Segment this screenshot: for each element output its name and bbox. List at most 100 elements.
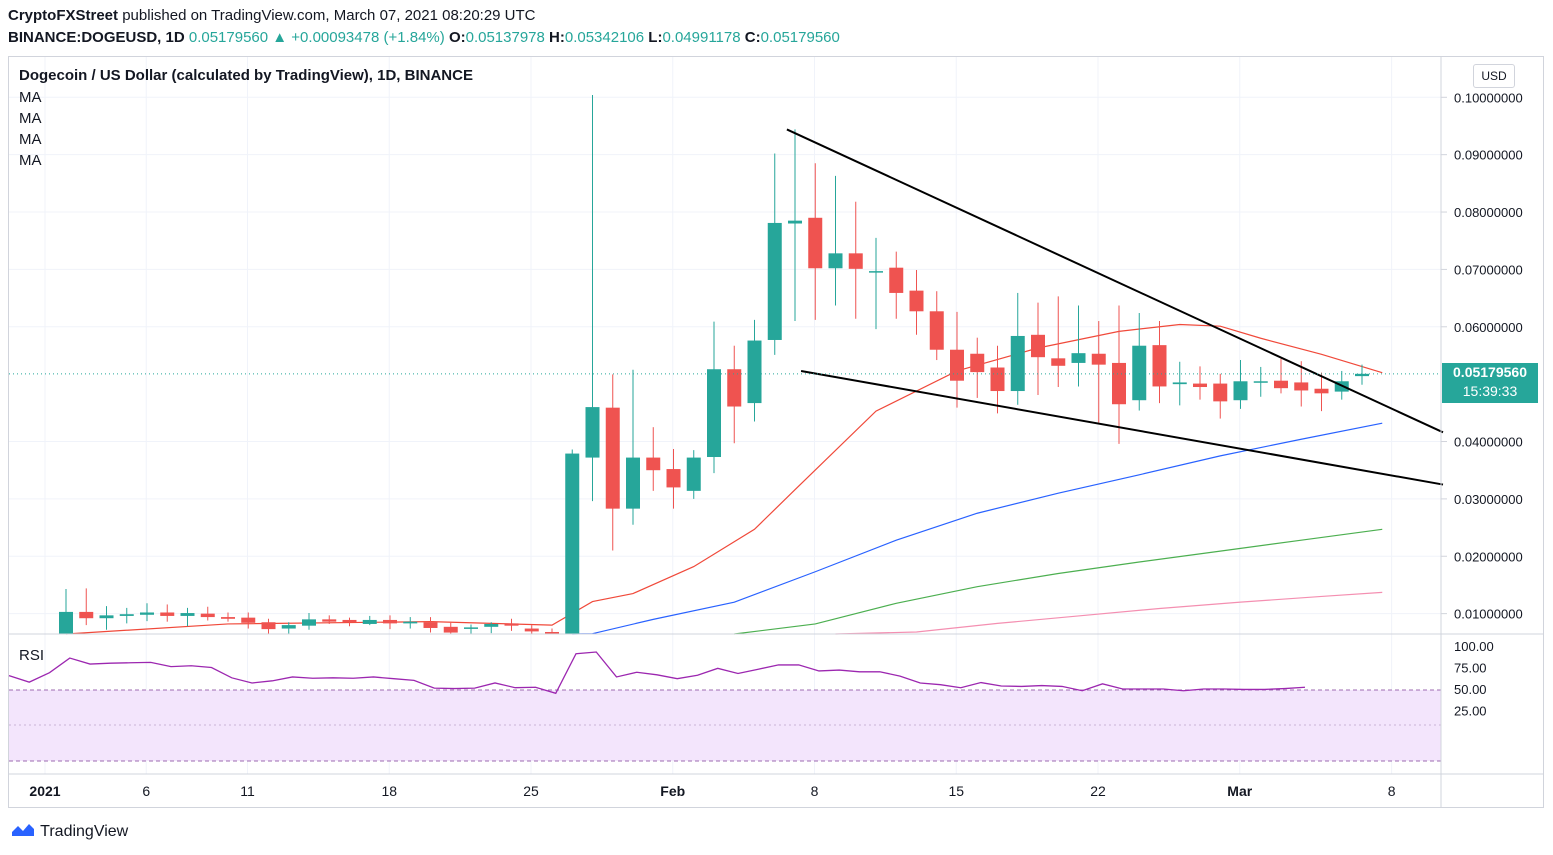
price-tick-label: 0.08000000: [1454, 205, 1523, 220]
author-name[interactable]: CryptoFXStreet: [8, 7, 119, 24]
candle: [1233, 360, 1248, 409]
candle: [646, 427, 661, 491]
ma-indicator-1[interactable]: MA: [19, 89, 42, 106]
candle: [1294, 361, 1309, 407]
ma-indicator-4[interactable]: MA: [19, 152, 42, 169]
candle-body: [990, 367, 1005, 392]
candle: [504, 618, 519, 631]
trendlines: [786, 128, 1444, 486]
time-tick-label: Mar: [1227, 783, 1252, 799]
last-price: 0.05179560: [188, 29, 269, 46]
candle-body: [342, 619, 357, 623]
price-tag-value: 0.05179560: [1453, 364, 1527, 380]
candle: [1112, 305, 1126, 444]
time-tick-label: 11: [240, 783, 255, 799]
candle-body: [747, 340, 762, 404]
candle-body: [443, 626, 458, 633]
candle: [666, 448, 681, 509]
time-axis: 2021 6 11 18 25 Feb 8 15 22 Mar 8: [29, 783, 1395, 799]
candle: [160, 604, 175, 622]
candle: [828, 175, 843, 306]
candle: [626, 369, 640, 525]
price-tick-label: 0.09000000: [1454, 148, 1523, 163]
ma-indicator-3[interactable]: MA: [19, 131, 42, 148]
moving-average-line-ma200: [835, 591, 1383, 635]
moving-average-line-ma100: [734, 528, 1383, 635]
low-label: L:: [648, 29, 663, 46]
candle: [686, 450, 701, 499]
ma-indicator-2[interactable]: MA: [19, 110, 42, 127]
candle: [909, 269, 924, 335]
candle: [929, 291, 944, 361]
candle: [707, 321, 721, 474]
rsi-line-group: [8, 651, 1306, 695]
candle: [464, 624, 478, 634]
candle-body: [1314, 388, 1329, 394]
candle: [1051, 296, 1066, 388]
candle: [221, 612, 235, 622]
candle: [767, 153, 782, 355]
candle: [605, 374, 620, 551]
tradingview-logo[interactable]: TradingView: [10, 820, 128, 841]
candle-body: [1253, 381, 1268, 383]
candle-body: [686, 457, 701, 491]
candle-body: [1152, 345, 1167, 387]
candle-body: [241, 617, 256, 623]
candle: [545, 628, 559, 634]
price-tick-label: 0.02000000: [1454, 549, 1523, 564]
currency-button[interactable]: USD: [1473, 64, 1515, 88]
candle: [1193, 366, 1207, 400]
candle-body: [1132, 345, 1147, 401]
candle: [990, 345, 1005, 414]
candle: [79, 588, 94, 626]
candle: [889, 251, 904, 319]
candle-body: [585, 407, 600, 458]
candle-body: [1031, 334, 1045, 358]
candle-body: [261, 622, 276, 630]
candle-body: [646, 457, 661, 471]
candle: [747, 319, 762, 422]
candle-body: [1051, 358, 1066, 366]
candle-body: [666, 469, 681, 488]
moving-averages: [65, 323, 1383, 635]
candle: [524, 625, 539, 634]
candle-body: [909, 290, 924, 312]
time-tick-label: 2021: [29, 783, 60, 799]
candle-body: [848, 253, 863, 269]
rsi-tick-label: 50.00: [1454, 682, 1487, 697]
candle: [322, 615, 337, 624]
candle: [1091, 321, 1106, 423]
candle-body: [605, 407, 620, 509]
candle: [140, 603, 154, 622]
candle-body: [545, 631, 559, 634]
time-tick-label: 22: [1090, 783, 1106, 799]
candle-body: [180, 613, 195, 616]
price-change: ▲ +0.00093478 (+1.84%): [272, 29, 445, 46]
candle-body: [626, 457, 640, 509]
candle: [261, 618, 276, 634]
candle-body: [889, 267, 904, 293]
candle-body: [1274, 380, 1288, 389]
time-tick-label: 6: [142, 783, 150, 799]
moving-average-line-ma20: [65, 323, 1383, 635]
candle-body: [1071, 353, 1086, 363]
candle: [1071, 305, 1086, 387]
candle-body: [281, 625, 296, 629]
candle: [970, 337, 985, 398]
candle-body: [1355, 373, 1369, 377]
bar-countdown: 15:39:33: [1462, 383, 1518, 399]
time-tick-label: 18: [381, 783, 397, 799]
candle: [848, 201, 863, 319]
candle-body: [464, 627, 478, 629]
candle-body: [524, 628, 539, 632]
candle-body: [79, 611, 94, 619]
candle-body: [59, 611, 73, 634]
publish-date: published on TradingView.com, March 07, …: [122, 7, 536, 24]
candle: [788, 129, 802, 322]
candle: [1274, 358, 1288, 394]
open-label: O:: [448, 29, 466, 46]
candle: [1213, 373, 1228, 419]
candle-body: [1213, 383, 1228, 402]
rsi-indicator-label[interactable]: RSI: [19, 647, 45, 664]
